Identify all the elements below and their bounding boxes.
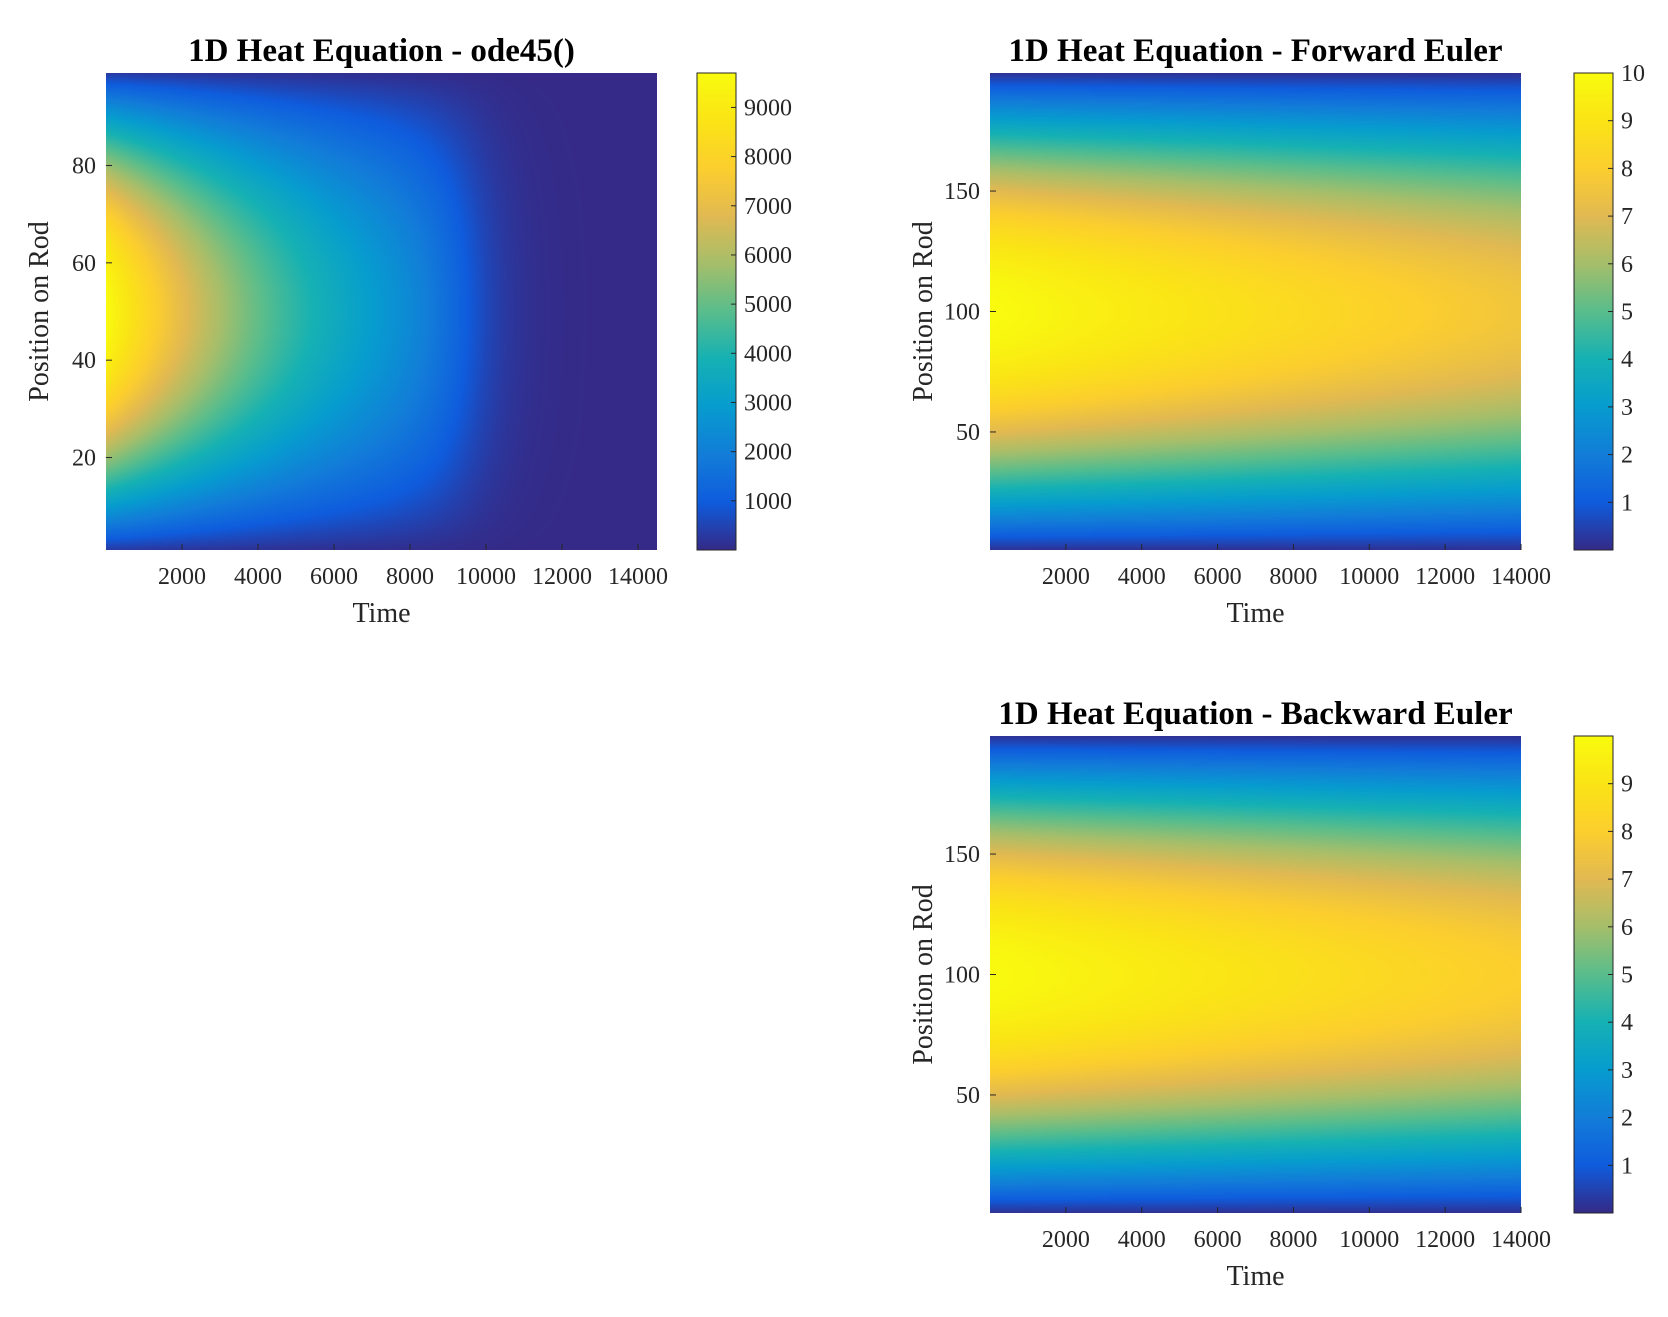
x-axis-label: Time xyxy=(1226,598,1284,629)
chart-title: 1D Heat Equation - Backward Euler xyxy=(998,696,1512,732)
x-tick-label: 6000 xyxy=(1194,564,1242,590)
colorbar-tick-label: 4 xyxy=(1621,1010,1633,1036)
y-tick-label: 150 xyxy=(944,179,980,205)
colorbar-tick-label: 2 xyxy=(1621,443,1633,469)
colorbar-tick-label: 6 xyxy=(1621,915,1633,941)
y-tick-label: 150 xyxy=(944,842,980,868)
chart-title: 1D Heat Equation - Forward Euler xyxy=(1008,33,1502,69)
y-tick-label: 20 xyxy=(72,446,96,472)
colorbar xyxy=(1574,736,1613,1213)
x-tick-label: 8000 xyxy=(1269,564,1317,590)
x-tick-label: 6000 xyxy=(310,564,358,590)
x-tick-label: 10000 xyxy=(456,564,516,590)
colorbar-tick-label: 7 xyxy=(1621,867,1633,893)
heatmap-image xyxy=(990,73,1521,550)
colorbar-frame xyxy=(696,72,737,551)
x-tick-label: 4000 xyxy=(1118,1227,1166,1253)
x-tick-label: 14000 xyxy=(1491,564,1551,590)
colorbar-tick-label: 1 xyxy=(1621,490,1633,516)
colorbar-tick-label: 3 xyxy=(1621,395,1633,421)
colorbar-tick-label: 10 xyxy=(1621,61,1645,87)
x-tick-label: 10000 xyxy=(1339,564,1399,590)
y-tick-label: 40 xyxy=(72,348,96,374)
x-tick-label: 6000 xyxy=(1194,1227,1242,1253)
colorbar-tick-label: 6000 xyxy=(744,243,792,269)
heatmap-panel-1: 2000 4000 6000 8000 10000 12000 14000 20 40 60 80 1… xyxy=(24,33,792,629)
colorbar-tick-label: 2000 xyxy=(744,440,792,466)
chart-title: 1D Heat Equation - ode45() xyxy=(188,33,575,69)
heatmap-image xyxy=(990,736,1521,1213)
colorbar xyxy=(1574,73,1613,550)
x-tick-label: 12000 xyxy=(532,564,592,590)
colorbar-tick-label: 9 xyxy=(1621,772,1633,798)
colorbar-tick-label: 1 xyxy=(1621,1153,1633,1179)
x-tick-label: 14000 xyxy=(608,564,668,590)
colorbar-tick-label: 1000 xyxy=(744,489,792,515)
x-tick-label: 2000 xyxy=(1042,1227,1090,1253)
colorbar-tick-label: 5000 xyxy=(744,292,792,318)
x-tick-label: 12000 xyxy=(1415,1227,1475,1253)
colorbar-tick-label: 9000 xyxy=(744,95,792,121)
y-tick-label: 100 xyxy=(944,963,980,989)
x-axis-label: Time xyxy=(1226,1261,1284,1292)
x-tick-label: 2000 xyxy=(1042,564,1090,590)
colorbar-tick-label: 3000 xyxy=(744,390,792,416)
y-tick-label: 80 xyxy=(72,153,96,179)
heatmap-panel-2: 2000 4000 6000 8000 10000 12000 14000 50 100 150 1… xyxy=(908,33,1645,629)
colorbar-tick-label: 2 xyxy=(1621,1106,1633,1132)
colorbar-tick-label: 5 xyxy=(1621,300,1633,326)
y-axis-label: Position on Rod xyxy=(908,221,939,401)
heatmap-panel-3: 2000 4000 6000 8000 10000 12000 14000 50 100 150 1… xyxy=(908,696,1633,1292)
y-axis-label: Position on Rod xyxy=(908,884,939,1064)
colorbar-tick-label: 4000 xyxy=(744,341,792,367)
colorbar-tick-label: 8 xyxy=(1621,156,1633,182)
colorbar-tick-label: 3 xyxy=(1621,1058,1633,1084)
x-tick-label: 14000 xyxy=(1491,1227,1551,1253)
y-tick-label: 100 xyxy=(944,300,980,326)
y-tick-label: 50 xyxy=(956,420,980,446)
x-tick-label: 4000 xyxy=(234,564,282,590)
colorbar-tick-label: 7 xyxy=(1621,204,1633,230)
colorbar xyxy=(697,73,736,550)
colorbar-tick-label: 9 xyxy=(1621,109,1633,135)
x-tick-label: 12000 xyxy=(1415,564,1475,590)
x-tick-label: 10000 xyxy=(1339,1227,1399,1253)
colorbar-tick-label: 6 xyxy=(1621,252,1633,278)
heatmap-image xyxy=(106,73,657,550)
x-axis-label: Time xyxy=(352,598,410,629)
y-tick-label: 50 xyxy=(956,1083,980,1109)
y-axis-label: Position on Rod xyxy=(24,221,55,401)
colorbar-tick-label: 8000 xyxy=(744,145,792,171)
colorbar-tick-label: 7000 xyxy=(744,194,792,220)
x-tick-label: 8000 xyxy=(1269,1227,1317,1253)
colorbar-tick-label: 8 xyxy=(1621,819,1633,845)
x-tick-label: 8000 xyxy=(386,564,434,590)
y-tick-label: 60 xyxy=(72,251,96,277)
colorbar-tick-label: 5 xyxy=(1621,963,1633,989)
colorbar-tick-label: 4 xyxy=(1621,347,1633,373)
x-tick-label: 4000 xyxy=(1118,564,1166,590)
x-tick-label: 2000 xyxy=(158,564,206,590)
